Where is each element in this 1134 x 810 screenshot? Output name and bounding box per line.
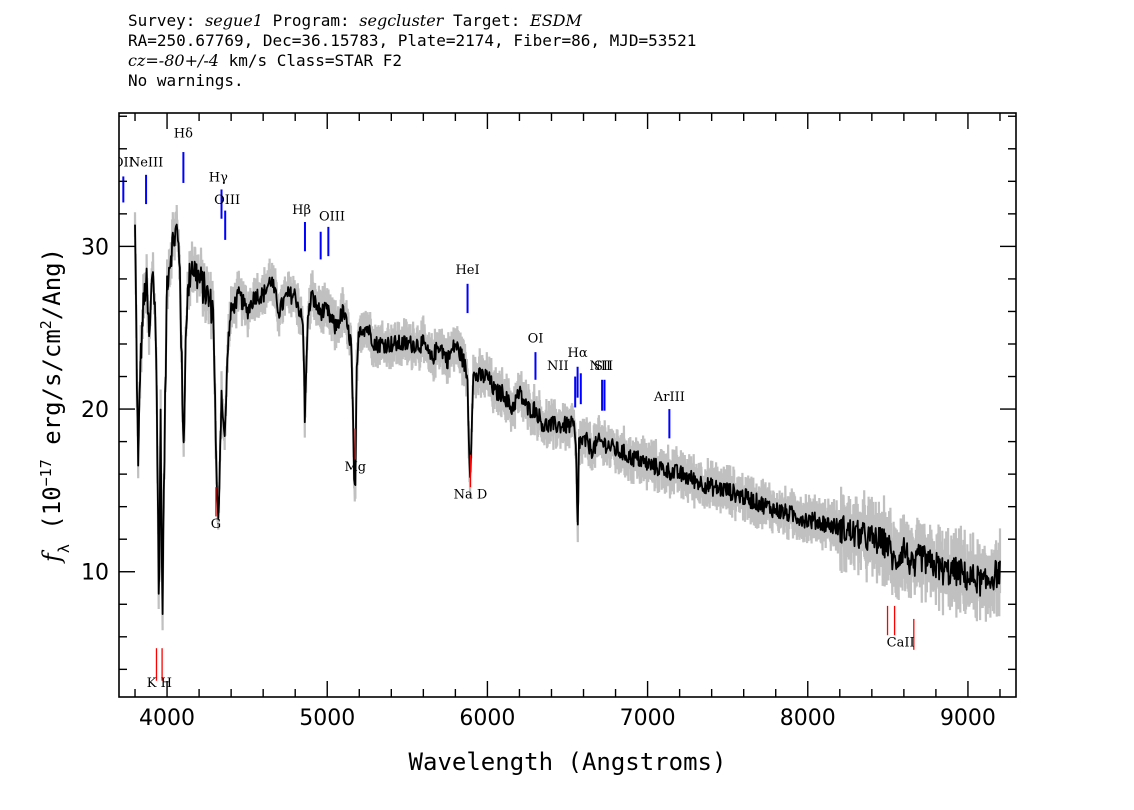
survey-value: segue1 — [205, 11, 263, 30]
flux-series — [134, 223, 1001, 615]
program-label: Program: — [262, 11, 360, 30]
x-tick-label: 9000 — [940, 706, 996, 731]
cz-class-text: km/s Class=STAR F2 — [218, 51, 402, 70]
line-label-ariii: ArIII — [653, 390, 685, 405]
program-value: segcluster — [359, 11, 444, 30]
line-label-caii: CaII — [887, 636, 915, 651]
header-line-warnings: No warnings. — [128, 71, 244, 90]
header-line-redshift: cz=-80+/-4 km/s Class=STAR F2 — [128, 51, 696, 71]
y-tick-label: 10 — [81, 561, 109, 586]
cz-label: cz — [128, 51, 146, 70]
x-tick-label: 8000 — [780, 706, 836, 731]
ylabel-post: /Ang) — [38, 248, 66, 320]
line-label-oi: OI — [528, 331, 544, 346]
x-tick-label: 5000 — [299, 706, 355, 731]
tick-labels: 4000 5000 6000 7000 8000 9000 10 20 30 — [81, 235, 996, 731]
plot-border — [118, 112, 1017, 698]
ylabel-exp: −17 — [37, 459, 55, 486]
line-label-hβ: Hβ — [292, 203, 311, 218]
line-label-na-d: Na D — [454, 488, 488, 503]
target-value: ESDM — [530, 11, 582, 30]
flux-line — [134, 223, 1001, 615]
line-label-oii: OII — [113, 156, 134, 171]
x-tick-label: 7000 — [620, 706, 676, 731]
line-label-neiii: NeIII — [129, 156, 163, 171]
line-label-hα: Hα — [568, 346, 588, 361]
line-label-hδ: Hδ — [174, 126, 193, 141]
axis-ticks — [119, 113, 1016, 697]
ylabel-mid: erg/s/cm — [38, 329, 66, 459]
line-label-k-h: K H — [147, 676, 172, 691]
x-tick-label: 4000 — [139, 706, 195, 731]
line-label-oiii: OIII — [214, 193, 240, 208]
header-line-survey: Survey: segue1 Program: segcluster Targe… — [128, 11, 696, 31]
y-axis-title: fλ (10−17 erg/s/cm2/Ang) — [37, 248, 73, 564]
line-label-hγ: Hγ — [209, 170, 228, 185]
plot-frame — [118, 112, 1017, 698]
line-label-mg: Mg — [344, 460, 366, 475]
header-line-coordinates: RA=250.67769, Dec=36.15783, Plate=2174, … — [128, 31, 697, 50]
survey-label: Survey: — [128, 11, 206, 30]
y-tick-label: 30 — [81, 235, 109, 260]
line-label-nii: NII — [590, 359, 612, 374]
line-label-oiii: OIII — [319, 209, 345, 224]
line-label-g: G — [211, 517, 221, 532]
target-label: Target: — [443, 11, 531, 30]
line-label-hei: HeI — [455, 263, 479, 278]
x-tick-label: 6000 — [459, 706, 515, 731]
line-label-sii: SII — [594, 359, 613, 374]
x-axis-title: Wavelength (Angstroms) — [409, 748, 727, 776]
y-tick-label: 20 — [81, 398, 109, 423]
ylabel-pre: (10 — [38, 486, 66, 544]
ylabel-sub: λ — [55, 544, 73, 553]
ylabel-exp2: 2 — [37, 320, 55, 329]
cz-value: =-80+/-4 — [145, 51, 219, 70]
line-label-nii: NII — [547, 359, 569, 374]
spectrum-header: Survey: segue1 Program: segcluster Targe… — [128, 11, 696, 91]
